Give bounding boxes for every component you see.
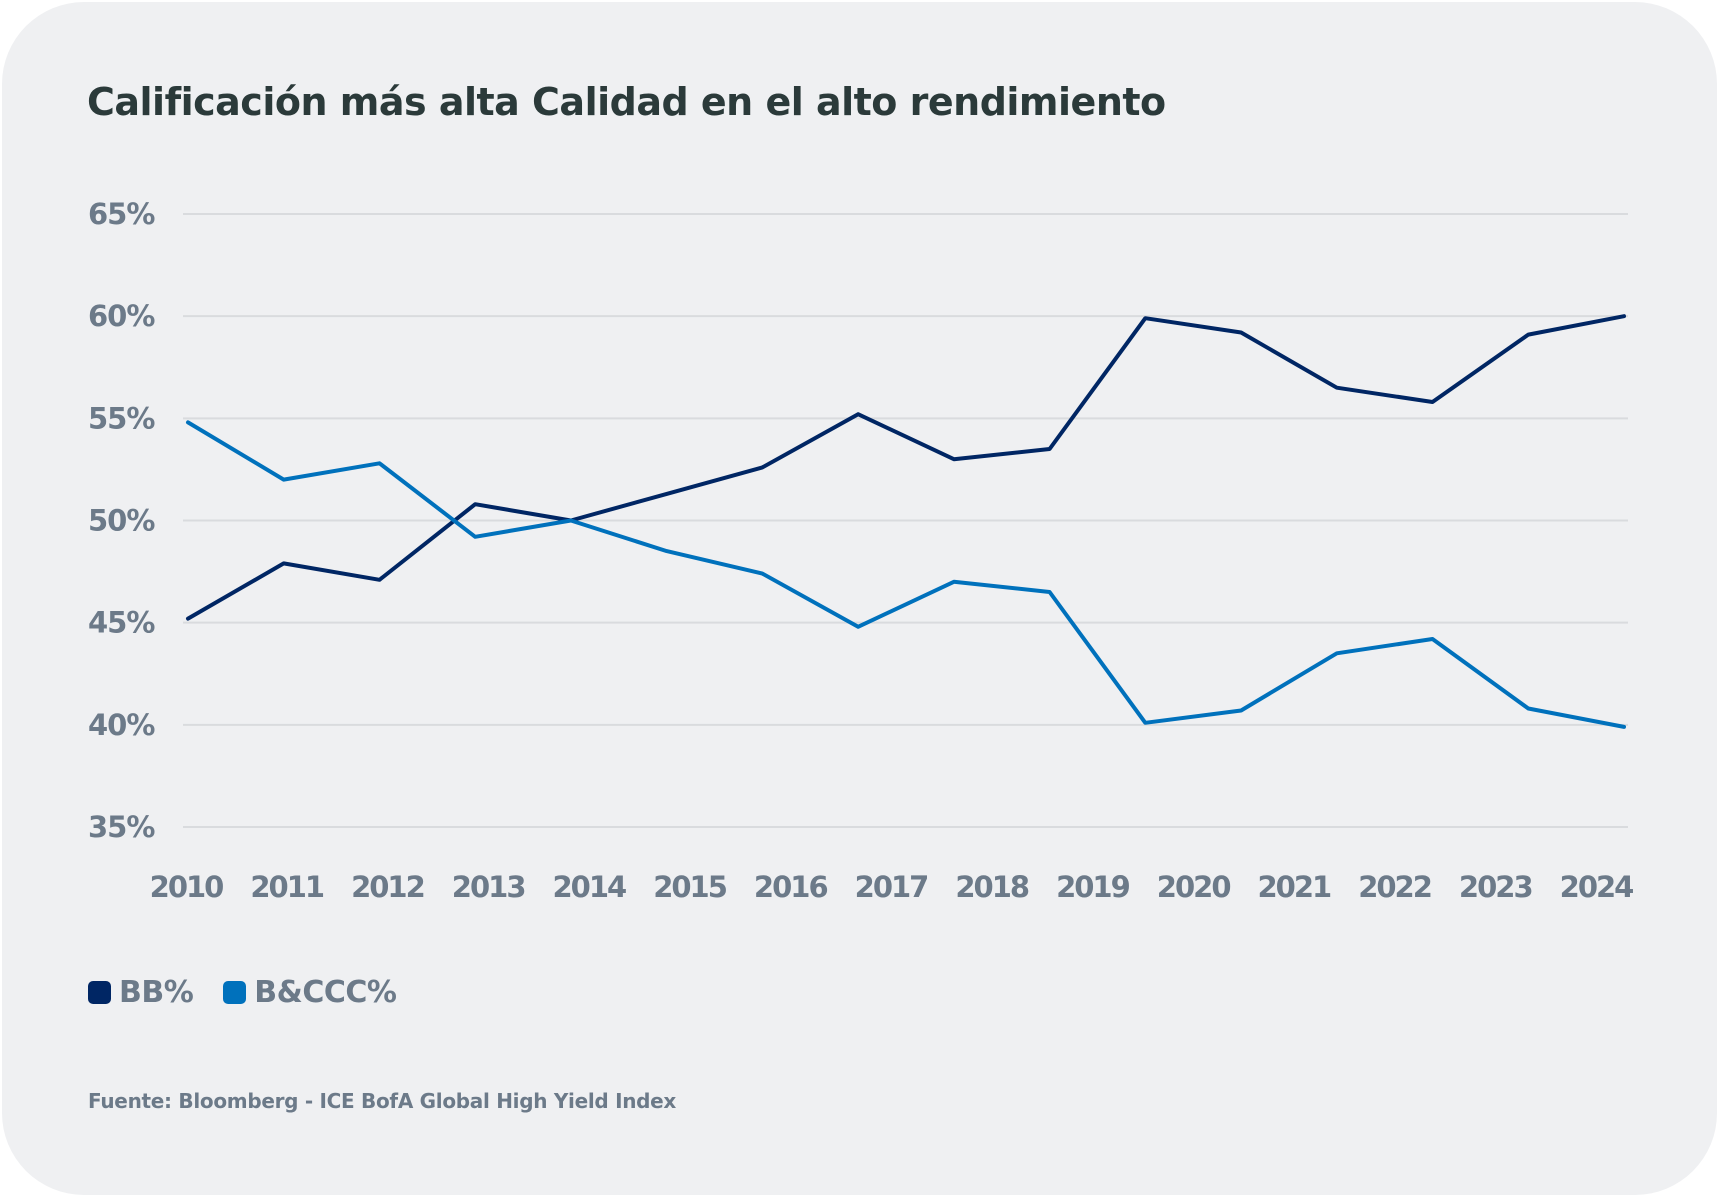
- x-tick-label: 2024: [1560, 870, 1634, 900]
- x-tick-label: 2022: [1358, 870, 1431, 900]
- legend-item-bccc[interactable]: B&CCC%: [223, 975, 397, 1010]
- source-note: Fuente: Bloomberg - ICE BofA Global High…: [88, 1089, 677, 1113]
- series-line-bb: [186, 314, 1626, 621]
- legend-label-bb: BB%: [119, 975, 194, 1010]
- line-chart: 65%60%55%50%45%40%35% 2010 2011 2012 2013 20…: [88, 197, 1636, 900]
- x-axis-ticks: 2010 2011 2012 2013 2014 2015 2016 2017 2018 2019…: [150, 870, 1636, 900]
- y-tick-label: 50%: [88, 504, 155, 538]
- y-tick-label: 65%: [88, 197, 155, 231]
- y-axis-ticks: 65% 60% 55% 50% 45% 40% 35%: [88, 197, 156, 844]
- x-tick-label: 2011: [250, 870, 324, 900]
- y-tick-label: 60%: [88, 299, 155, 333]
- x-tick-label: 2016: [754, 870, 828, 900]
- gridlines: [183, 213, 1628, 828]
- x-tick-label: 2019: [1056, 870, 1130, 900]
- x-tick-label: 2012: [351, 870, 424, 900]
- x-tick-label: 2010: [150, 870, 224, 900]
- x-tick-label: 2015: [653, 870, 727, 900]
- chart-title: Calificación más alta Calidad en el alto…: [87, 80, 1166, 124]
- legend: BB% B&CCC%: [88, 975, 397, 1010]
- x-tick-label: 2021: [1257, 870, 1331, 900]
- x-tick-label: 2017: [855, 870, 928, 900]
- series-lines: [186, 314, 1626, 729]
- x-tick-label: 2013: [452, 870, 525, 900]
- legend-item-bb[interactable]: BB%: [88, 975, 194, 1010]
- y-tick-label: 40%: [88, 708, 155, 742]
- x-tick-label: 2014: [552, 870, 626, 900]
- x-tick-label: 2023: [1459, 870, 1532, 900]
- x-tick-label: 2018: [955, 870, 1029, 900]
- y-tick-label: 45%: [88, 606, 155, 640]
- x-tick-label: 2020: [1157, 870, 1231, 900]
- legend-label-bccc: B&CCC%: [254, 975, 397, 1010]
- legend-swatch-bb: [88, 981, 111, 1004]
- legend-swatch-bccc: [223, 981, 247, 1004]
- y-tick-label: 55%: [88, 401, 155, 435]
- y-tick-label: 35%: [88, 810, 155, 844]
- series-line-bccc: [186, 420, 1626, 729]
